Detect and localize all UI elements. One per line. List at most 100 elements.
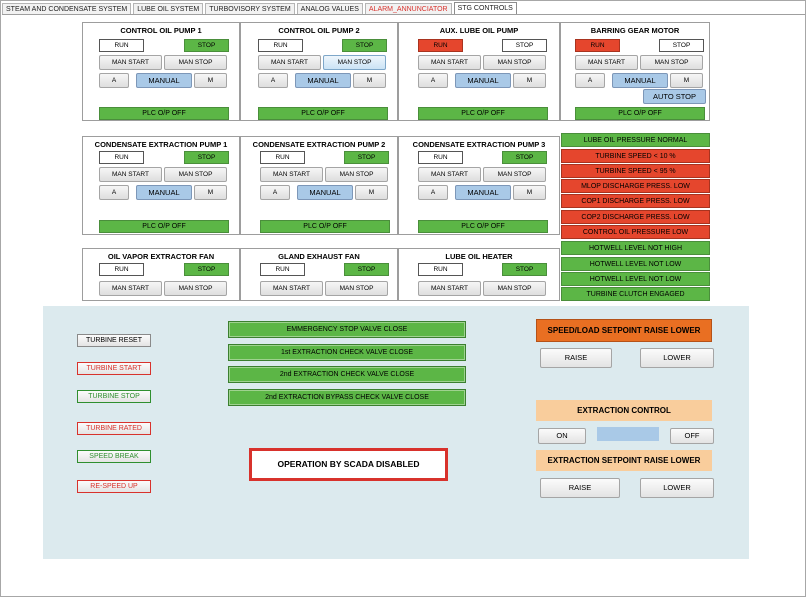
extraction-lower-button[interactable]: LOWER xyxy=(640,478,714,498)
man-stop-button[interactable]: MAN STOP xyxy=(483,281,546,296)
run-indicator: RUN xyxy=(418,151,463,164)
tab-alarm-annunciator[interactable]: ALARM_ANNUNCIATOR xyxy=(364,3,452,15)
manual-button[interactable]: MANUAL xyxy=(295,73,351,88)
panel-title: CONDENSATE EXTRACTION PUMP 3 xyxy=(412,140,546,149)
panel-condensate-extraction-pump-3: CONDENSATE EXTRACTION PUMP 3 RUN STOP MA… xyxy=(398,136,560,235)
status-hotwell-not-high: HOTWELL LEVEL NOT HIGH xyxy=(561,241,710,255)
man-stop-button[interactable]: MAN STOP xyxy=(483,167,546,182)
panel-title: GLAND EXHAUST FAN xyxy=(278,252,360,261)
manual-button[interactable]: MANUAL xyxy=(455,73,511,88)
stop-indicator: STOP xyxy=(502,263,547,276)
man-stop-button[interactable]: MAN STOP xyxy=(323,55,386,70)
status-cop2-discharge-low: COP2 DISCHARGE PRESS. LOW xyxy=(561,210,710,224)
scada-status-message: OPERATION BY SCADA DISABLED xyxy=(249,448,448,481)
man-start-button[interactable]: MAN START xyxy=(99,167,162,182)
second-extraction-check-valve-close-button[interactable]: 2nd EXTRACTION CHECK VALVE CLOSE xyxy=(228,366,466,383)
manual-button[interactable]: MANUAL xyxy=(136,185,192,200)
panel-title: CONTROL OIL PUMP 2 xyxy=(278,26,360,35)
man-start-button[interactable]: MAN START xyxy=(99,281,162,296)
re-speed-up-button[interactable]: RE-SPEED UP xyxy=(77,480,151,493)
auto-button[interactable]: A xyxy=(575,73,605,88)
panel-title: LUBE OIL HEATER xyxy=(445,252,513,261)
panel-oil-vapor-extractor-fan: OIL VAPOR EXTRACTOR FAN RUN STOP MAN STA… xyxy=(82,248,240,301)
status-hotwell-not-low: HOTWELL LEVEL NOT LOW xyxy=(561,257,710,271)
status-mlop-discharge-low: MLOP DISCHARGE PRESS. LOW xyxy=(561,179,710,193)
man-stop-button[interactable]: MAN STOP xyxy=(325,167,388,182)
auto-button[interactable]: A xyxy=(99,73,129,88)
man-start-button[interactable]: MAN START xyxy=(575,55,638,70)
extraction-setpoint-header: EXTRACTION SETPOINT RAISE LOWER xyxy=(536,450,712,471)
m-button[interactable]: M xyxy=(194,73,227,88)
man-start-button[interactable]: MAN START xyxy=(418,167,481,182)
speed-load-setpoint-header: SPEED/LOAD SETPOINT RAISE LOWER xyxy=(536,319,712,342)
m-button[interactable]: M xyxy=(513,73,546,88)
panel-title: CONDENSATE EXTRACTION PUMP 2 xyxy=(252,140,386,149)
tab-turbovisory[interactable]: TURBOVISORY SYSTEM xyxy=(205,3,295,15)
m-button[interactable]: M xyxy=(513,185,546,200)
man-stop-button[interactable]: MAN STOP xyxy=(164,281,227,296)
stop-indicator: STOP xyxy=(184,151,229,164)
turbine-stop-button[interactable]: TURBINE STOP xyxy=(77,390,151,403)
panel-condensate-extraction-pump-1: CONDENSATE EXTRACTION PUMP 1 RUN STOP MA… xyxy=(82,136,240,235)
man-stop-button[interactable]: MAN STOP xyxy=(164,167,227,182)
speed-break-button[interactable]: SPEED BREAK xyxy=(77,450,151,463)
status-turbine-speed-lt-95: TURBINE SPEED < 95 % xyxy=(561,164,710,178)
extraction-off-button[interactable]: OFF xyxy=(670,428,714,444)
man-stop-button[interactable]: MAN STOP xyxy=(325,281,388,296)
manual-button[interactable]: MANUAL xyxy=(455,185,511,200)
auto-stop-button[interactable]: AUTO STOP xyxy=(643,89,706,104)
stop-indicator: STOP xyxy=(184,39,229,52)
first-extraction-check-valve-close-button[interactable]: 1st EXTRACTION CHECK VALVE CLOSE xyxy=(228,344,466,361)
turbine-rated-button[interactable]: TURBINE RATED xyxy=(77,422,151,435)
emergency-stop-valve-close-button[interactable]: EMMERGENCY STOP VALVE CLOSE xyxy=(228,321,466,338)
auto-button[interactable]: A xyxy=(418,185,448,200)
man-start-button[interactable]: MAN START xyxy=(260,167,323,182)
manual-button[interactable]: MANUAL xyxy=(297,185,353,200)
extraction-control-header: EXTRACTION CONTROL xyxy=(536,400,712,421)
plc-status: PLC O/P OFF xyxy=(575,107,705,120)
man-stop-button[interactable]: MAN STOP xyxy=(483,55,546,70)
m-button[interactable]: M xyxy=(355,185,388,200)
turbine-start-button[interactable]: TURBINE START xyxy=(77,362,151,375)
manual-button[interactable]: MANUAL xyxy=(136,73,192,88)
m-button[interactable]: M xyxy=(194,185,227,200)
tab-stg-controls[interactable]: STG CONTROLS xyxy=(453,2,517,15)
speed-lower-button[interactable]: LOWER xyxy=(640,348,714,368)
auto-button[interactable]: A xyxy=(418,73,448,88)
man-start-button[interactable]: MAN START xyxy=(418,281,481,296)
run-indicator: RUN xyxy=(99,151,144,164)
auto-button[interactable]: A xyxy=(99,185,129,200)
tab-analog-values[interactable]: ANALOG VALUES xyxy=(296,3,363,15)
m-button[interactable]: M xyxy=(670,73,703,88)
man-start-button[interactable]: MAN START xyxy=(258,55,321,70)
stop-indicator: STOP xyxy=(344,151,389,164)
status-cop1-discharge-low: COP1 DISCHARGE PRESS. LOW xyxy=(561,194,710,208)
extraction-on-button[interactable]: ON xyxy=(538,428,586,444)
man-stop-button[interactable]: MAN STOP xyxy=(164,55,227,70)
speed-raise-button[interactable]: RAISE xyxy=(540,348,612,368)
panel-title: AUX. LUBE OIL PUMP xyxy=(439,26,519,35)
panel-control-oil-pump-2: CONTROL OIL PUMP 2 RUN STOP MAN START MA… xyxy=(240,22,398,121)
man-start-button[interactable]: MAN START xyxy=(260,281,323,296)
stop-indicator: STOP xyxy=(342,39,387,52)
manual-button[interactable]: MANUAL xyxy=(612,73,668,88)
panel-title: OIL VAPOR EXTRACTOR FAN xyxy=(107,252,215,261)
status-turbine-clutch-engaged: TURBINE CLUTCH ENGAGED xyxy=(561,287,710,301)
panel-gland-exhaust-fan: GLAND EXHAUST FAN RUN STOP MAN START MAN… xyxy=(240,248,398,301)
auto-button[interactable]: A xyxy=(258,73,288,88)
extraction-raise-button[interactable]: RAISE xyxy=(540,478,620,498)
tab-steam-condensate[interactable]: STEAM AND CONDENSATE SYSTEM xyxy=(2,3,132,15)
run-indicator: RUN xyxy=(260,151,305,164)
run-indicator: RUN xyxy=(99,39,144,52)
man-stop-button[interactable]: MAN STOP xyxy=(640,55,703,70)
turbine-reset-button[interactable]: TURBINE RESET xyxy=(77,334,151,347)
man-start-button[interactable]: MAN START xyxy=(99,55,162,70)
man-start-button[interactable]: MAN START xyxy=(418,55,481,70)
plc-status: PLC O/P OFF xyxy=(99,107,229,120)
m-button[interactable]: M xyxy=(353,73,386,88)
tab-lube-oil[interactable]: LUBE OIL SYSTEM xyxy=(133,3,204,15)
run-indicator: RUN xyxy=(575,39,620,52)
second-extraction-bypass-check-valve-close-button[interactable]: 2nd EXTRACTION BYPASS CHECK VALVE CLOSE xyxy=(228,389,466,406)
auto-button[interactable]: A xyxy=(260,185,290,200)
panel-condensate-extraction-pump-2: CONDENSATE EXTRACTION PUMP 2 RUN STOP MA… xyxy=(240,136,398,235)
